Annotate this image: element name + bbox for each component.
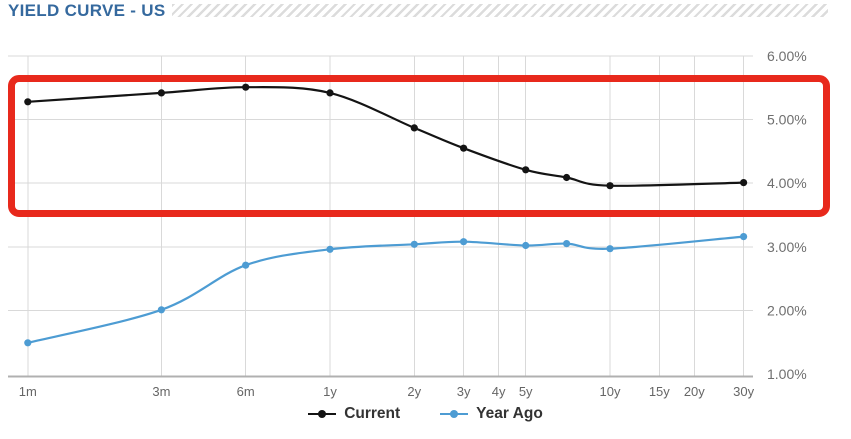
chart-title: YIELD CURVE - US xyxy=(8,1,166,20)
data-point-year-ago xyxy=(606,245,614,253)
data-point-current xyxy=(522,166,530,174)
series-line-current xyxy=(26,86,745,187)
chart-legend: Current Year Ago xyxy=(0,402,851,426)
y-axis-tick-label: 4.00% xyxy=(767,175,807,191)
data-point-current xyxy=(740,179,748,187)
data-point-year-ago xyxy=(460,238,468,246)
legend-item-year-ago[interactable]: Year Ago xyxy=(440,406,543,422)
y-axis-tick-label: 1.00% xyxy=(767,366,807,382)
legend-label-year-ago: Year Ago xyxy=(476,405,543,423)
y-axis-tick-label: 5.00% xyxy=(767,112,807,128)
x-axis-tick-label: 4y xyxy=(492,384,506,399)
x-axis-tick-label: 3y xyxy=(457,384,471,399)
data-point-current xyxy=(410,124,418,132)
x-axis-tick-label: 10y xyxy=(600,384,621,399)
x-axis-tick-label: 15y xyxy=(649,384,670,399)
data-point-year-ago xyxy=(157,306,165,314)
legend-item-current[interactable]: Current xyxy=(308,406,400,422)
x-axis-tick-label: 3m xyxy=(152,384,170,399)
data-point-year-ago xyxy=(326,245,334,253)
year-ago-series-marker-icon xyxy=(440,410,469,418)
x-axis-tick-label: 1m xyxy=(19,384,37,399)
data-point-current xyxy=(460,144,468,152)
data-point-current xyxy=(563,173,571,182)
legend-label-current: Current xyxy=(344,405,401,423)
data-point-year-ago xyxy=(740,233,748,241)
data-point-year-ago xyxy=(410,240,418,248)
y-axis-tick-label: 2.00% xyxy=(767,302,807,318)
current-series-marker-icon xyxy=(308,410,337,418)
x-axis-tick-label: 2y xyxy=(407,384,421,399)
data-point-current xyxy=(157,89,165,97)
data-point-year-ago xyxy=(24,339,32,347)
data-point-current xyxy=(606,182,614,190)
x-axis-tick-label: 5y xyxy=(519,384,533,399)
header-stripes-decoration xyxy=(172,4,828,17)
x-axis-tick-label: 20y xyxy=(684,384,705,399)
y-axis-tick-label: 3.00% xyxy=(767,239,807,255)
x-axis-tick-label: 30y xyxy=(733,384,754,399)
data-point-current xyxy=(326,89,334,97)
x-axis-tick-label: 1y xyxy=(323,384,337,399)
data-point-year-ago xyxy=(242,261,250,269)
data-point-year-ago xyxy=(522,241,530,250)
y-axis-tick-label: 6.00% xyxy=(767,48,807,64)
data-point-year-ago xyxy=(563,240,571,248)
x-axis-tick-label: 6m xyxy=(237,384,255,399)
series-line-year-ago xyxy=(26,235,745,344)
data-point-current xyxy=(242,83,250,91)
data-point-current xyxy=(24,98,32,106)
